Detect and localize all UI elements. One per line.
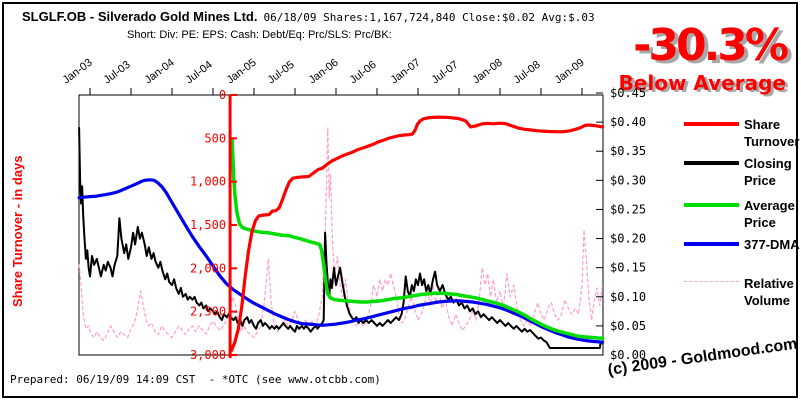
x-tick-label: Jul-05 [266,59,297,87]
plot-border [78,94,604,356]
share-turnover-line-swatch [684,122,739,126]
377-dma-line-swatch [684,242,739,246]
turnover-tick-label: 1,500 [190,218,226,232]
turnover-tick-label: 2,000 [190,261,226,275]
price-tick-label: $0.45 [610,86,646,100]
turnover-tick-label: 0 [219,88,226,102]
relative-volume-line-swatch [684,281,739,282]
average-price-line-swatch [684,203,739,207]
x-tick-label: Jan-08 [471,57,505,87]
price-tick-label: $0.25 [610,202,646,216]
symbol-title: SLGLF.OB - Silverado Gold Mines Ltd. [22,9,258,24]
price-tick-label: $0.10 [610,290,646,304]
turnover-tick-label: 2,500 [190,305,226,319]
x-tick-label: Jan-07 [389,57,423,87]
legend-item-377-dma: 377-DMA [684,236,800,253]
x-tick-label: Jul-07 [430,59,461,87]
legend-item-relative-volume: Relative Volume [684,275,794,309]
x-tick-label: Jul-03 [102,59,133,87]
price-tick-label: $0.05 [610,319,646,333]
legend-label-share-turnover: Share Turnover [744,117,800,149]
x-tick-label: Jul-08 [512,59,543,87]
title-details: 06/18/09 Shares:1,167,724,840 Close:$0.0… [263,11,595,24]
series-377-dma [77,178,605,344]
badge-caption: Below Average [618,71,786,95]
x-tick-label: Jan-03 [61,57,95,87]
legend-item-share-turnover: Share Turnover [684,116,799,150]
legend-label-closing-price: Closing Price [744,156,792,188]
legend-label-relative-volume: Relative Volume [744,276,794,308]
badge-percentage: -30.3% [633,20,789,71]
price-tick-label: $0.40 [610,115,646,129]
price-tick-label: $0.15 [610,261,646,275]
x-tick-label: Jul-06 [348,59,379,87]
closing-price-line-swatch [684,161,739,165]
x-tick-label: Jan-09 [553,57,587,87]
series-relative-volume [78,127,604,341]
legend-item-average-price: Average Price [684,197,795,231]
legend-item-closing-price: Closing Price [684,155,792,189]
turnover-tick-label: 1,000 [190,175,226,189]
x-tick-label: Jan-06 [307,57,341,87]
x-tick-label: Jan-04 [143,57,177,87]
legend-label-377-dma: 377-DMA [744,237,800,252]
turnover-tick-label: 3,000 [190,348,226,362]
price-tick-label: $0.30 [610,173,646,187]
turnover-tick-label: 500 [204,131,226,145]
price-tick-label: $0.20 [610,232,646,246]
legend-label-average-price: Average Price [744,198,795,230]
price-tick-label: $0.35 [610,144,646,158]
footer-prepared: Prepared: 06/19/09 14:09 CST - *OTC (see… [10,373,381,386]
series-average-price [230,137,605,340]
performance-badge: -30.3% Below Average [618,20,789,95]
fundamentals-line: Short: Div: PE: EPS: Cash: Debt/Eq: Prc/… [127,29,392,41]
x-tick-label: Jul-04 [184,59,215,87]
series-closing-price [78,126,604,349]
series-share-turnover [229,115,605,353]
price-tick-label: $0.00 [610,348,646,362]
x-tick-label: Jan-05 [225,57,259,87]
chart-title: SLGLF.OB - Silverado Gold Mines Ltd. 06/1… [22,9,595,24]
